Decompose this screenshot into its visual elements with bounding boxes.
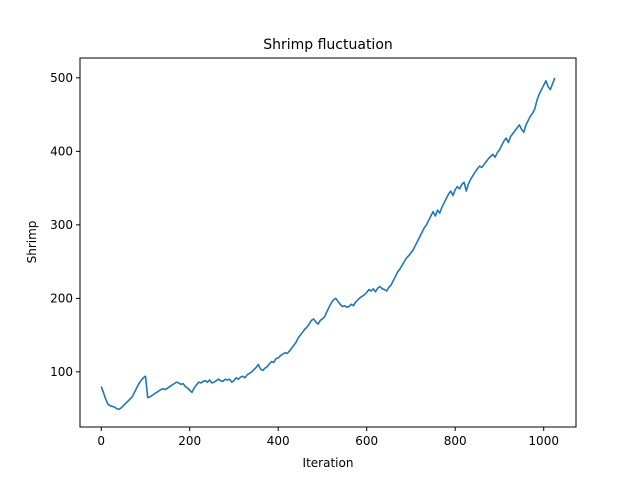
x-tick-label: 400: [267, 434, 290, 448]
x-tick-label: 0: [97, 434, 105, 448]
axes-frame: [79, 57, 577, 428]
x-tick-label: 600: [355, 434, 378, 448]
y-tick-label: 300: [50, 218, 73, 232]
series-line: [100, 77, 556, 411]
x-axis-label: Iteration: [303, 456, 354, 470]
y-axis-label: Shrimp: [25, 221, 39, 264]
x-tick-label: 200: [178, 434, 201, 448]
y-tick-label: 400: [50, 144, 73, 158]
chart-title: Shrimp fluctuation: [263, 37, 393, 53]
x-tick-label: 1000: [528, 434, 559, 448]
plot-area: [100, 77, 556, 411]
y-tick-label: 100: [50, 365, 73, 379]
x-tick-label: 800: [444, 434, 467, 448]
y-tick-label: 200: [50, 291, 73, 305]
y-axis: 100 200 300 400 500: [50, 71, 80, 379]
x-axis: 0 200 400 600 800 1000: [97, 427, 559, 448]
y-tick-label: 500: [50, 71, 73, 85]
